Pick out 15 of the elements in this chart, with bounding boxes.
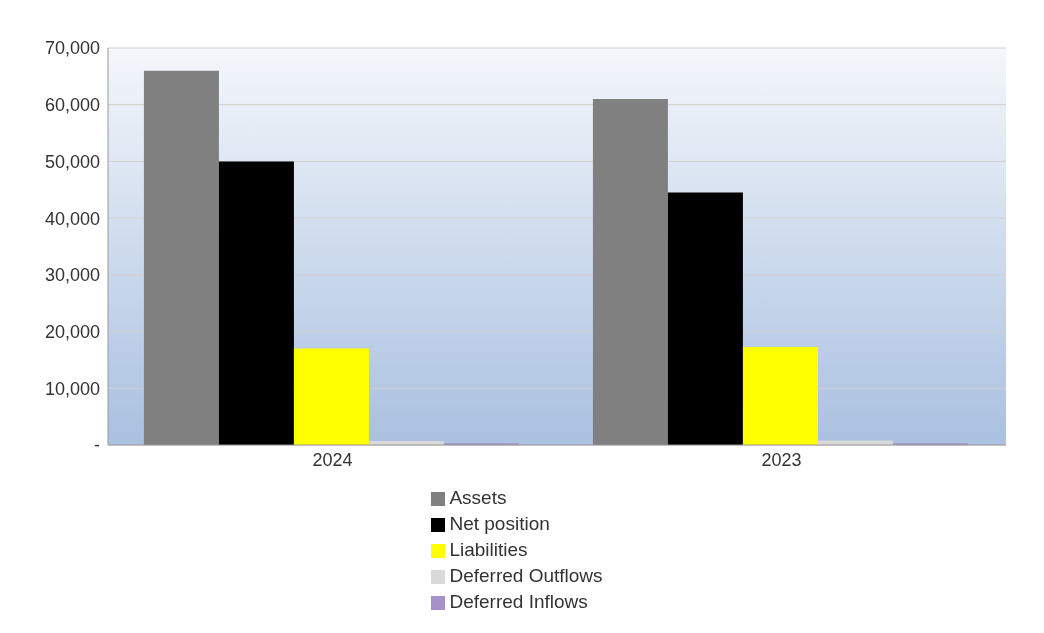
x-tick-label: 2023 (761, 449, 802, 470)
x-tick-label: 2024 (312, 449, 353, 470)
y-tick-label: 10,000 (44, 378, 100, 399)
y-tick-label: 70,000 (44, 38, 100, 59)
legend-label: Deferred Inflows (449, 591, 588, 612)
y-tick-label: 30,000 (44, 265, 100, 286)
y-tick-label: - (94, 435, 100, 456)
legend-label: Assets (449, 487, 507, 508)
y-tick-label: 50,000 (44, 151, 100, 172)
y-tick-label: 60,000 (44, 95, 100, 116)
y-tick-label: 20,000 (44, 321, 100, 342)
legend-label: Deferred Outflows (449, 565, 603, 586)
y-tick-label: 40,000 (44, 208, 100, 229)
legend-label: Liabilities (449, 539, 528, 560)
legend-label: Net position (449, 513, 550, 534)
